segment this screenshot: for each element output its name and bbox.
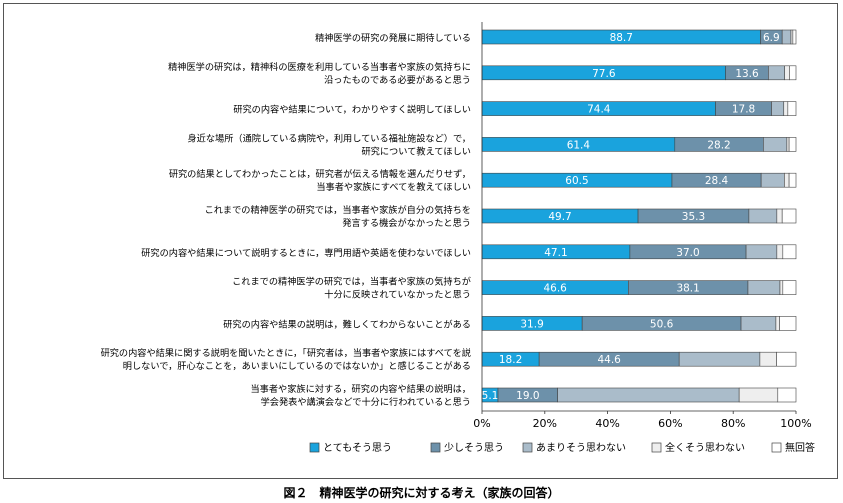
bar-segment (788, 172, 797, 188)
category-label: 研究の内容や結果の説明は，難しくてわからないことがある (223, 318, 471, 330)
data-label: 47.1 (544, 247, 567, 259)
category-label: 研究の内容や結果に関する説明を聞いたときに，「研究者は，当事者や家族にはすべてを… (101, 347, 471, 359)
bar-segment (776, 351, 797, 367)
bar-segment (747, 280, 781, 295)
bar-segment (768, 65, 785, 81)
legend-swatch (771, 442, 782, 453)
bar-segment (760, 172, 785, 188)
data-label: 88.7 (610, 32, 633, 44)
bar-segment (775, 316, 780, 331)
data-label: 74.4 (587, 104, 611, 116)
bar-segment (678, 351, 761, 367)
data-label: 31.9 (520, 318, 543, 330)
data-label: 38.1 (676, 283, 699, 295)
bar-segment (781, 208, 797, 224)
x-tick-label: 100% (780, 417, 811, 430)
data-label: 13.6 (735, 68, 759, 80)
bar-segment (759, 351, 777, 367)
figure-caption: 図２ 精神医学の研究に対する考え（家族の回答） (283, 486, 560, 500)
category-label: 学会発表や講演会などで十分に行われていると思う (261, 396, 471, 408)
x-tick-label: 60% (658, 417, 682, 430)
data-label: 28.2 (707, 139, 730, 151)
category-label: 精神医学の研究は，精神科の医療を利用している当事者や家族の気持ちに (168, 61, 471, 73)
legend-label: あまりそう思わない (536, 442, 626, 454)
x-tick-label: 20% (533, 417, 557, 430)
legend-swatch (309, 442, 320, 453)
bar-segment (784, 65, 790, 81)
bar-segment (763, 137, 788, 152)
category-label: 当事者や家族にすべてを教えてほしい (316, 181, 471, 193)
x-tick-label: 40% (595, 417, 619, 430)
bar-segment (738, 387, 779, 403)
bar-segment (783, 101, 789, 116)
data-label: 46.6 (543, 283, 567, 295)
category-label: 発言する機会がなかったと思う (342, 217, 471, 229)
data-label: 17.8 (732, 104, 755, 116)
bar-segment (792, 29, 797, 45)
bar-segment (748, 208, 778, 224)
bar-segment (782, 280, 797, 295)
bar-segment (781, 29, 792, 45)
x-tick-label: 0% (473, 417, 490, 430)
data-label: 18.2 (499, 354, 522, 366)
bar-segment (786, 137, 790, 152)
bar-segment (787, 101, 797, 116)
data-label: 6.9 (763, 32, 780, 44)
bar-segment (779, 316, 797, 331)
category-label: 研究の内容や結果について説明するときに，専門用語や英語を使わないでほしい (141, 247, 471, 259)
x-tick-label: 80% (721, 417, 745, 430)
data-label: 49.7 (548, 211, 571, 223)
bar-segment (788, 137, 797, 152)
legend-label: とてもそう思う (323, 442, 392, 454)
data-label: 28.4 (705, 175, 729, 187)
data-label: 5.1 (482, 390, 499, 402)
legend-swatch (651, 442, 662, 453)
bar-segment (784, 172, 790, 188)
bar-segment (776, 244, 784, 260)
category-label: 身近な場所（通院している病院や，利用している福祉施設など）で， (187, 132, 471, 144)
category-label: 当事者や家族に対する，研究の内容や結果の説明は， (251, 383, 472, 395)
legend-swatch (522, 442, 533, 453)
bar-segment (779, 280, 784, 295)
legend-label: 少しそう思う (444, 442, 504, 454)
category-label: これまでの精神医学の研究では，当事者や家族が自分の気持ちを (205, 204, 471, 216)
chart-frame (3, 3, 838, 479)
bar-segment (777, 387, 797, 403)
category-label: 研究について教えてほしい (361, 145, 471, 157)
legend-swatch (430, 442, 441, 453)
category-label: 研究の内容や結果について，わかりやすく説明してほしい (233, 104, 471, 116)
legend-label: 全くそう思わない (665, 441, 745, 454)
data-label: 50.6 (650, 318, 674, 330)
bar-segment (789, 65, 797, 81)
bar-segment (740, 316, 777, 331)
category-label: 十分に反映されていなかったと思う (324, 289, 471, 301)
category-label: 精神医学の研究の発展に期待している (315, 32, 471, 44)
data-label: 19.0 (516, 390, 539, 402)
data-label: 44.6 (597, 354, 621, 366)
bar-segment (745, 244, 778, 260)
bar-segment (776, 208, 783, 224)
data-label: 60.5 (565, 175, 588, 187)
data-label: 37.0 (676, 247, 699, 259)
category-label: 明しないで，肝心なことを，あいまいにしているのではないか」と感じることがある (123, 360, 471, 372)
bar-segment (771, 101, 785, 116)
bar-segment (782, 244, 797, 260)
bar-segment (557, 387, 740, 403)
category-label: これまでの精神医学の研究では，当事者や家族の気持ちが (232, 276, 471, 288)
category-label: 沿ったものである必要があると思う (324, 74, 471, 86)
data-label: 35.3 (682, 211, 705, 223)
data-label: 77.6 (592, 68, 616, 80)
legend-label: 無回答 (785, 441, 815, 454)
data-label: 61.4 (567, 139, 591, 151)
category-label: 研究の結果としてわかったことは，研究者が伝える情報を選んだりせず， (169, 168, 471, 180)
